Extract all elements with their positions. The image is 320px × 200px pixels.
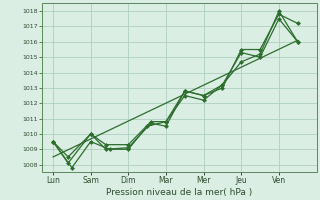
X-axis label: Pression niveau de la mer( hPa ): Pression niveau de la mer( hPa ) xyxy=(106,188,252,197)
